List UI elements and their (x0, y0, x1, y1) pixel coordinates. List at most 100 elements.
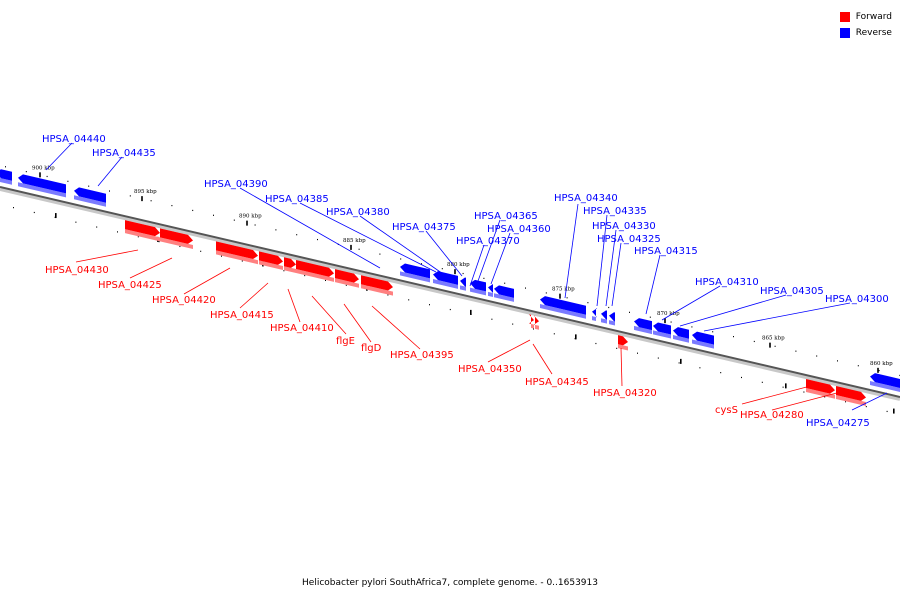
minor-tick-bottom (678, 362, 680, 364)
gene-labels: HPSA_04440 HPSA_04435 HPSA_04390 HPSA_04385… (42, 134, 889, 429)
minor-tick-bottom (241, 260, 243, 262)
minor-tick-top (525, 287, 526, 289)
reverse-gene-block (470, 279, 486, 296)
minor-tick-top (46, 175, 48, 178)
minor-tick-top (774, 345, 776, 347)
minor-tick-bottom (595, 342, 597, 345)
leader-line (741, 383, 819, 405)
block-face (488, 284, 493, 294)
block-side (335, 278, 359, 288)
minor-tick-top (233, 219, 235, 221)
reverse-gene-block (494, 285, 514, 302)
leader-line (183, 267, 231, 295)
minor-tick-bottom (179, 245, 181, 248)
block-side (692, 339, 714, 349)
forward-gene-block (296, 260, 334, 282)
leader-line (239, 282, 269, 309)
leader-line (75, 249, 139, 263)
minor-tick-bottom (325, 279, 326, 282)
block-face (259, 251, 283, 265)
minor-tick-top (400, 258, 402, 260)
block-face (470, 279, 486, 292)
minor-tick-top (213, 214, 214, 216)
legend-reverse: Reverse (839, 25, 892, 40)
minor-tick-bottom (75, 221, 77, 223)
block-face (806, 379, 835, 394)
major-tick-bottom (680, 358, 682, 364)
block-side (259, 260, 283, 271)
block-side (284, 266, 296, 274)
major-tick-top (39, 172, 41, 178)
block-face (494, 285, 514, 298)
label-leader-lines (45, 142, 888, 411)
block-face (529, 314, 534, 324)
block-side (216, 250, 258, 265)
block-face (400, 263, 430, 279)
block-side (361, 284, 393, 296)
gene-label-reverse: HPSA_04380 (326, 207, 390, 218)
major-tick-top (664, 318, 666, 324)
reverse-gene-block (601, 310, 607, 324)
minor-tick-top (88, 185, 90, 187)
legend-reverse-label: Reverse (855, 27, 892, 38)
leader-line (703, 302, 851, 332)
forward-gene-block (618, 335, 628, 351)
block-side (609, 320, 615, 326)
minor-tick-bottom (657, 357, 659, 359)
gene-label-forward: HPSA_04280 (740, 410, 804, 421)
minor-tick-top (878, 369, 880, 372)
leader-line (645, 254, 661, 315)
forward-gene-block (534, 315, 539, 330)
reverse-gene-block (653, 322, 671, 339)
minor-tick-bottom (553, 333, 555, 335)
major-tick-bottom (785, 383, 787, 389)
legend: Forward Reverse (839, 9, 892, 41)
legend-forward: Forward (839, 9, 892, 24)
leader-line (596, 214, 608, 307)
gene-label-forward: HPSA_04410 (270, 323, 334, 334)
minor-tick-top (837, 360, 838, 362)
minor-tick-bottom (117, 231, 118, 233)
forward-gene-block (335, 269, 359, 288)
block-face (460, 277, 466, 287)
scale-label: 900 kbp (32, 165, 55, 171)
gene-label-reverse: HPSA_04335 (583, 206, 647, 217)
reverse-gene-block (609, 312, 615, 326)
block-face (673, 327, 689, 339)
scale-label: 895 kbp (134, 189, 157, 195)
leader-line (97, 156, 123, 187)
leader-line (129, 257, 173, 279)
block-side (0, 178, 12, 185)
reverse-gene-blocks (0, 169, 900, 392)
major-tick-top (141, 196, 143, 202)
forward-gene-block (284, 257, 296, 274)
reverse-gene-block (540, 296, 586, 319)
minor-tick-top (109, 190, 110, 192)
minor-tick-bottom (845, 401, 846, 403)
block-side (653, 330, 671, 339)
minor-tick-top (504, 282, 506, 284)
minor-tick-bottom (408, 299, 410, 301)
minor-tick-bottom (637, 352, 638, 354)
leader-line (359, 215, 447, 277)
genome-backbone (0, 186, 900, 401)
leader-line (311, 295, 347, 335)
minor-tick-top (753, 340, 755, 343)
minor-tick-top (192, 209, 194, 212)
block-face (870, 373, 900, 388)
backbone-line (0, 186, 900, 398)
forward-swatch (839, 11, 850, 22)
minor-tick-bottom (200, 250, 202, 252)
minor-tick-bottom (512, 323, 514, 325)
minor-tick-top (150, 200, 152, 202)
minor-tick-bottom (33, 211, 35, 214)
minor-tick-bottom (491, 318, 493, 320)
gene-label-forward: HPSA_04425 (98, 280, 162, 291)
block-face (216, 241, 258, 260)
block-side (531, 323, 534, 329)
block-side (673, 335, 689, 343)
leader-line (661, 285, 721, 321)
minor-tick-top (483, 277, 485, 279)
block-face (296, 260, 334, 277)
